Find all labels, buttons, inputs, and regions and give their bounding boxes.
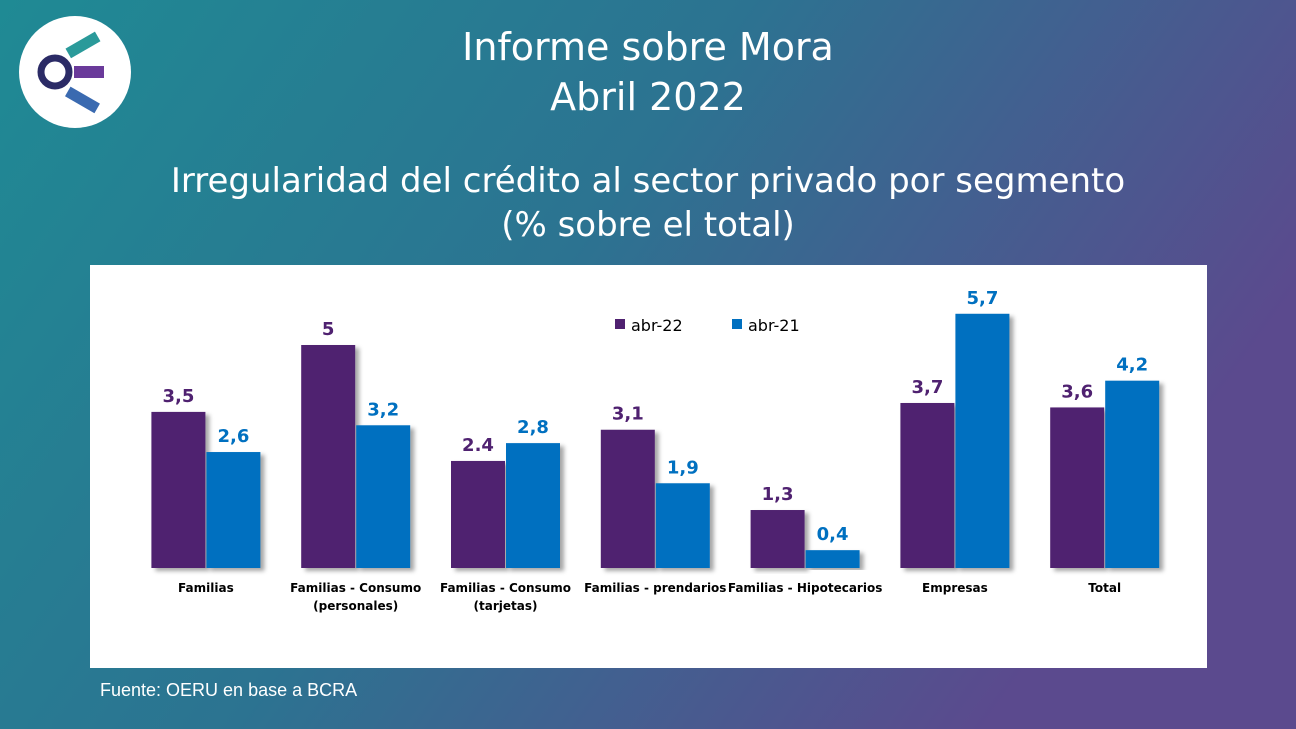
title-line: Informe sobre Mora (462, 25, 834, 69)
legend-swatch (732, 319, 742, 329)
x-tick-label: Familias (178, 581, 234, 595)
value-label: 3,2 (367, 399, 399, 420)
x-tick-label: Familias - Consumo (290, 581, 421, 595)
bar (750, 510, 805, 568)
bar (955, 313, 1010, 568)
subtitle-line: (% sobre el total) (501, 205, 795, 245)
bar (151, 411, 206, 568)
value-label: 5,7 (966, 288, 998, 309)
plot: Familias 3,5 2,6 Familias - Consumo (persona… (151, 288, 1160, 613)
x-tick-label: (personales) (313, 599, 398, 613)
x-tick-label: Empresas (922, 581, 988, 595)
value-label: 3,6 (1061, 381, 1093, 402)
bar (655, 483, 710, 568)
bar (600, 429, 655, 568)
bar (301, 345, 356, 568)
value-label: 3,1 (612, 404, 644, 425)
legend-label: abr-22 (631, 316, 683, 335)
value-label: 3,5 (162, 386, 194, 407)
value-label: 3,7 (911, 377, 943, 398)
logo (19, 16, 131, 128)
value-label: 4,2 (1116, 355, 1148, 376)
value-label: 2,8 (517, 417, 549, 438)
value-label: 1,3 (762, 484, 794, 505)
bar (805, 550, 860, 568)
bar (900, 402, 955, 568)
x-tick-label: Total (1088, 581, 1121, 595)
subtitle-line: Irregularidad del crédito al sector priv… (171, 161, 1125, 201)
title-line: Abril 2022 (550, 75, 746, 119)
x-tick-label: Familias - prendarios (584, 581, 726, 595)
bar (451, 460, 505, 568)
bar (506, 443, 560, 568)
bar (1050, 407, 1105, 568)
bar (206, 452, 261, 568)
value-label: 5 (322, 319, 335, 340)
x-tick-label: Familias - Consumo (440, 581, 571, 595)
x-tick-label: (tarjetas) (474, 599, 538, 613)
value-label: 2.4 (462, 435, 494, 456)
value-label: 0,4 (817, 524, 849, 545)
legend-label: abr-21 (748, 316, 800, 335)
value-label: 2,6 (217, 426, 249, 447)
value-label: 1,9 (667, 457, 699, 478)
x-tick-label: Familias - Hipotecarios (728, 581, 883, 595)
legend-swatch (615, 319, 625, 329)
bar (1105, 380, 1160, 568)
bar (356, 425, 411, 568)
source: Fuente: OERU en base a BCRA (100, 680, 357, 700)
